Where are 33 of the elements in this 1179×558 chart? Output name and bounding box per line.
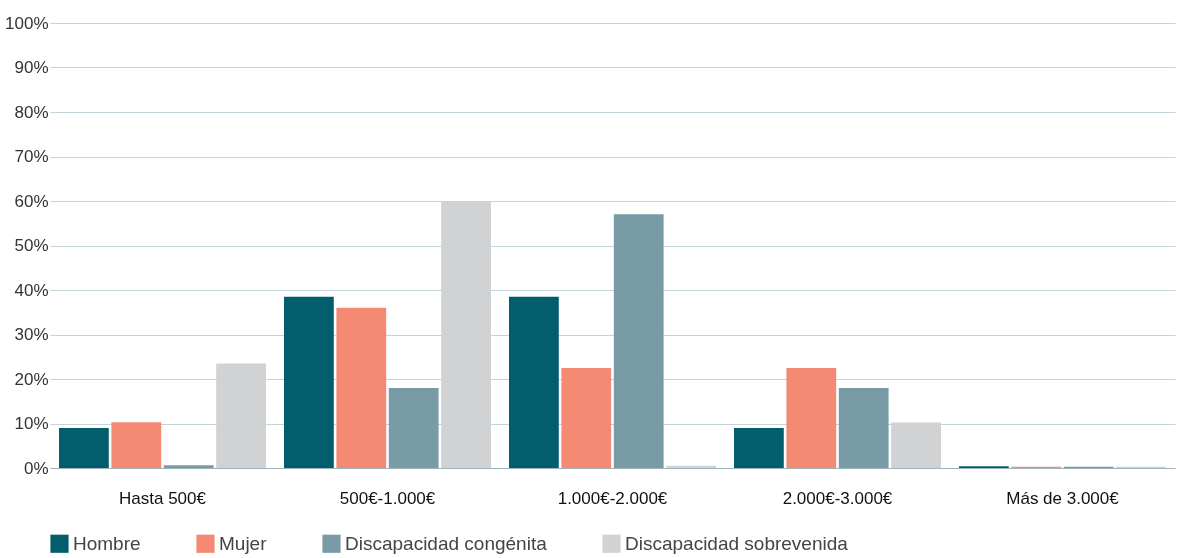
bar: [786, 367, 837, 468]
x-tick-label: 1.000€-2.000€: [557, 488, 668, 508]
bar: [561, 367, 612, 468]
y-tick-label: 60%: [14, 191, 49, 211]
legend-label: Discapacidad sobrevenida: [625, 532, 849, 554]
bar: [734, 427, 784, 468]
y-tick-label: 50%: [14, 236, 49, 255]
bar: [838, 387, 889, 468]
x-tick-label: 2.000€-3.000€: [782, 488, 893, 508]
bar: [284, 296, 334, 468]
x-tick-label: Hasta 500€: [119, 488, 207, 508]
y-tick-label: 10%: [14, 414, 49, 433]
bar: [111, 422, 162, 468]
bar: [613, 214, 664, 468]
legend-label: Discapacidad congénita: [345, 532, 548, 554]
x-tick-label: 500€-1.000€: [339, 488, 436, 508]
bar: [388, 387, 439, 468]
legend-label: Mujer: [219, 532, 268, 554]
y-tick-label: 90%: [14, 58, 49, 77]
y-tick-label: 20%: [14, 369, 49, 389]
bar: [163, 465, 214, 468]
y-tick-label: 70%: [14, 147, 49, 166]
y-tick-label: 40%: [14, 280, 49, 300]
bar: [59, 427, 109, 468]
x-tick-label: Más de 3.000€: [1006, 488, 1120, 508]
bar: [666, 465, 716, 468]
y-tick-label: 100%: [5, 13, 49, 33]
legend-label: Hombre: [73, 532, 141, 554]
bar: [336, 307, 387, 468]
y-tick-label: 30%: [14, 325, 49, 344]
bar: [509, 296, 559, 468]
y-tick-label: 80%: [14, 102, 49, 122]
y-tick-label: 0%: [23, 458, 49, 478]
